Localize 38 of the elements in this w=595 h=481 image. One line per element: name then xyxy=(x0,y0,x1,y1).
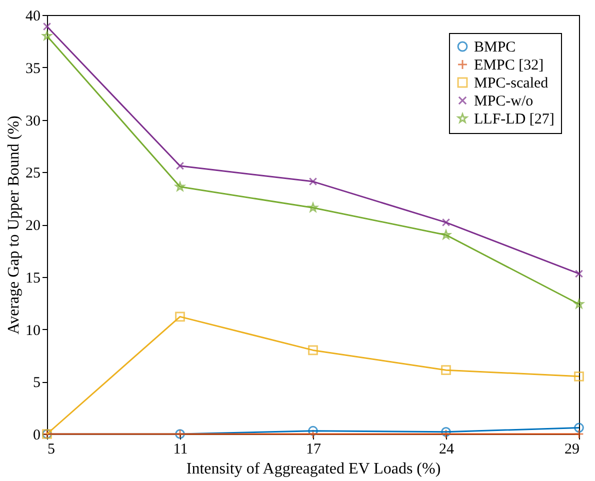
point xyxy=(175,182,185,191)
y-tick-label: 0 xyxy=(33,428,40,444)
x-tick-label: 29 xyxy=(564,442,580,458)
x-tick-label: 17 xyxy=(306,442,322,458)
y-tick-label: 35 xyxy=(26,60,40,77)
legend-label: BMPC xyxy=(474,40,516,56)
point xyxy=(441,230,451,240)
point xyxy=(442,218,450,226)
point xyxy=(574,422,584,433)
point xyxy=(308,426,318,436)
x-axis-title: Intensity of Aggreagated EV Loads (%) xyxy=(186,460,441,478)
point xyxy=(574,270,584,278)
point xyxy=(308,345,318,356)
point xyxy=(441,426,451,437)
y-axis-title: Average Gap to Upper Bound (%) xyxy=(6,116,22,334)
point xyxy=(42,31,52,40)
point xyxy=(308,177,318,186)
point xyxy=(42,22,52,31)
y-tick-label: 10 xyxy=(26,322,40,339)
y-tick-label: 40 xyxy=(26,8,40,24)
point xyxy=(175,312,185,322)
legend-label: LLF-LD [27] xyxy=(474,112,554,128)
point xyxy=(441,365,451,376)
y-tick-label: 5 xyxy=(33,375,40,392)
legend-label: MPC-w/o xyxy=(474,94,534,110)
legend-label: MPC-scaled xyxy=(474,76,549,92)
y-tick-label: 25 xyxy=(26,166,40,182)
x-tick-label: 11 xyxy=(173,442,188,458)
x-tick-label: 24 xyxy=(439,442,454,458)
y-tick-label: 30 xyxy=(26,113,40,130)
x-tick-label: 5 xyxy=(48,442,55,458)
point xyxy=(574,371,584,382)
y-tick-label: 15 xyxy=(26,270,40,286)
point xyxy=(574,299,584,308)
legend-label: EMPC [32] xyxy=(474,58,544,74)
point xyxy=(308,202,318,212)
y-tick-label: 20 xyxy=(26,218,40,234)
point xyxy=(176,162,184,170)
